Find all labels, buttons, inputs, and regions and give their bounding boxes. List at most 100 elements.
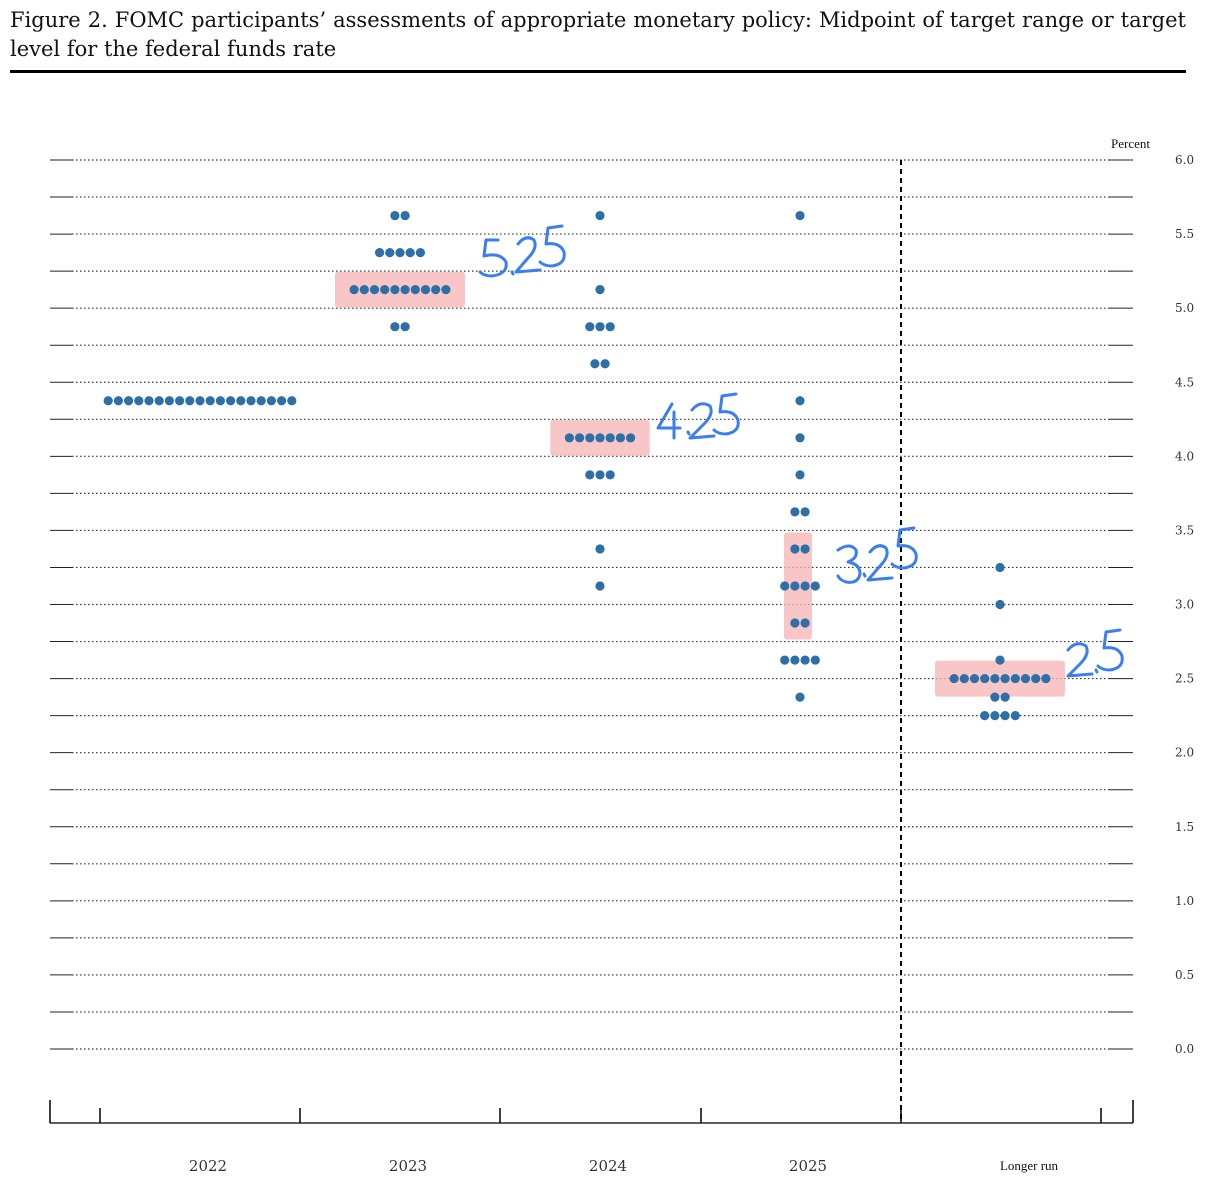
data-point — [959, 673, 969, 684]
data-point — [995, 562, 1005, 573]
gridlines — [50, 159, 1133, 1050]
data-point — [205, 396, 215, 406]
data-point — [395, 248, 405, 258]
dots — [103, 210, 1051, 721]
data-point — [113, 396, 123, 406]
data-point — [780, 581, 790, 591]
data-point — [795, 692, 805, 702]
data-point — [215, 396, 225, 406]
data-point — [144, 396, 154, 406]
data-point — [390, 322, 400, 332]
data-point — [780, 655, 790, 665]
data-point — [810, 581, 820, 591]
highlight-box — [935, 660, 1065, 697]
handwritten-annotation — [1066, 628, 1124, 678]
y-tick-label: 4.5 — [1175, 375, 1194, 389]
y-tick-label: 3.5 — [1175, 523, 1194, 537]
data-point — [969, 673, 980, 684]
data-point — [385, 248, 395, 258]
data-point — [790, 581, 800, 591]
y-tick-label: 2.0 — [1175, 746, 1194, 760]
handwritten-annotation — [478, 224, 566, 278]
data-point — [800, 581, 810, 591]
data-point — [415, 248, 425, 258]
x-tick-label: 2025 — [789, 1157, 827, 1175]
data-point — [564, 433, 575, 443]
data-point — [980, 673, 990, 684]
data-point — [1010, 711, 1020, 721]
data-point — [790, 618, 800, 628]
axis-labels: 6.0 5.5 5.0 4.5 4.0 3.5 3.0 2.5 2.0 1.5 1.0 0.5 0.0 P… — [189, 136, 1194, 1175]
data-point — [790, 544, 800, 554]
data-point — [195, 396, 205, 406]
data-point — [790, 655, 800, 665]
data-point — [795, 433, 805, 443]
data-point — [1031, 673, 1041, 684]
x-tick-label: Longer run — [1000, 1158, 1059, 1173]
data-point — [1041, 673, 1051, 684]
data-point — [420, 285, 431, 295]
data-point — [390, 285, 400, 295]
data-point — [175, 396, 185, 406]
data-point — [795, 470, 805, 480]
y-tick-label: 3.0 — [1175, 598, 1194, 612]
data-point — [595, 285, 605, 295]
data-point — [800, 507, 810, 517]
data-point — [595, 433, 605, 443]
y-tick-label: 1.5 — [1175, 820, 1194, 834]
data-point — [585, 322, 595, 332]
data-point — [595, 322, 605, 332]
handwritten-annotation — [836, 526, 918, 584]
data-point — [134, 396, 144, 406]
data-point — [236, 396, 246, 406]
data-point — [595, 470, 605, 480]
data-point — [790, 507, 800, 517]
data-point — [1010, 673, 1020, 684]
data-point — [800, 655, 810, 665]
title-rule — [10, 70, 1186, 73]
x-axis — [49, 160, 1134, 1124]
data-point — [1000, 711, 1010, 721]
y-tick-label: 1.0 — [1175, 894, 1194, 908]
data-point — [400, 285, 410, 295]
data-point — [605, 433, 615, 443]
handwritten-annotations — [478, 224, 1124, 678]
y-tick-label: 0.0 — [1175, 1042, 1194, 1056]
data-point — [800, 544, 810, 554]
data-point — [575, 433, 585, 443]
data-point — [287, 396, 297, 406]
y-tick-label: 5.5 — [1175, 227, 1194, 241]
y-tick-label: 4.0 — [1175, 449, 1194, 463]
y-axis-unit-label: Percent — [1111, 136, 1150, 151]
data-point — [154, 396, 164, 406]
data-point — [585, 470, 595, 480]
data-point — [800, 618, 810, 628]
data-point — [431, 285, 441, 295]
highlight-box — [335, 271, 465, 308]
data-point — [590, 359, 600, 369]
data-point — [256, 396, 266, 406]
data-point — [164, 396, 174, 406]
y-tick-label: 6.0 — [1175, 153, 1194, 167]
data-point — [103, 396, 113, 406]
highlight-boxes — [335, 271, 1065, 697]
data-point — [226, 396, 236, 406]
data-point — [1000, 692, 1010, 702]
data-point — [585, 433, 595, 443]
data-point — [359, 285, 369, 295]
data-point — [949, 673, 959, 684]
data-point — [369, 285, 380, 295]
y-tick-label: 0.5 — [1175, 968, 1194, 982]
data-point — [400, 210, 410, 221]
y-tick-label: 2.5 — [1175, 672, 1194, 686]
data-point — [995, 655, 1005, 665]
data-point — [266, 396, 276, 406]
data-point — [600, 359, 610, 369]
data-point — [380, 285, 390, 295]
data-point — [400, 322, 410, 332]
data-point — [615, 433, 626, 443]
data-point — [124, 396, 134, 406]
data-point — [185, 396, 195, 406]
data-point — [246, 396, 256, 406]
